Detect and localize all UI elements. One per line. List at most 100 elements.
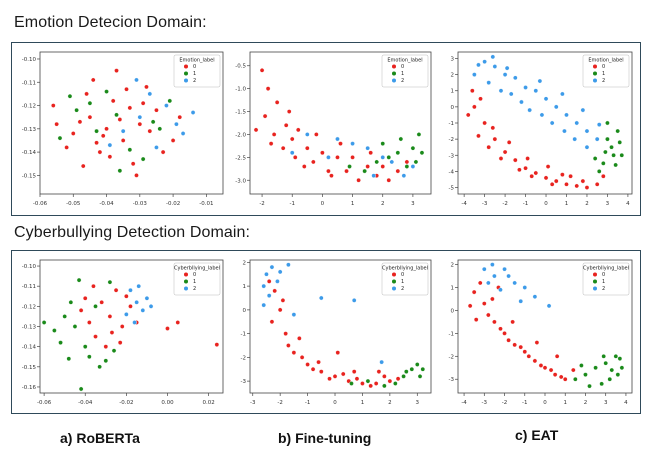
data-point-class-1 xyxy=(409,366,415,372)
legend-marker-1 xyxy=(593,71,597,76)
data-point-class-1 xyxy=(82,344,88,349)
data-point-class-1 xyxy=(117,168,123,174)
data-point-class-0 xyxy=(274,100,280,105)
data-point-class-0 xyxy=(297,336,302,341)
data-point-class-0 xyxy=(482,120,487,126)
data-point-class-0 xyxy=(147,128,153,134)
data-point-class-2 xyxy=(137,114,143,120)
series-label-0 xyxy=(51,68,183,178)
data-point-class-0 xyxy=(465,112,471,118)
chart-emotion-finetuning: -2 -1 0 1 2 3-3.0-2.5-2.0-1.5-1.0-0.5Emotion_… xyxy=(235,51,432,207)
legend-marker-1 xyxy=(392,279,396,284)
y-tick-label: -0.13 xyxy=(22,325,37,331)
data-point-class-0 xyxy=(134,173,139,178)
data-point-class-2 xyxy=(572,136,577,142)
data-point-class-1 xyxy=(68,300,74,305)
data-point-class-1 xyxy=(362,168,367,174)
data-point-class-0 xyxy=(80,163,86,169)
series-label-2 xyxy=(261,262,384,365)
data-point-class-2 xyxy=(136,283,141,289)
data-point-class-1 xyxy=(58,340,63,345)
x-tick-label: -2 xyxy=(259,201,264,207)
data-point-class-0 xyxy=(110,98,116,104)
data-point-class-0 xyxy=(104,126,109,132)
data-point-class-2 xyxy=(124,312,129,317)
data-point-class-2 xyxy=(389,159,395,165)
data-point-class-0 xyxy=(269,319,275,325)
data-point-class-2 xyxy=(371,173,376,178)
data-point-class-1 xyxy=(87,354,92,360)
data-point-class-1 xyxy=(76,277,82,283)
data-point-class-2 xyxy=(379,359,384,365)
data-point-class-0 xyxy=(360,381,365,386)
x-tick-label: -0.03 xyxy=(133,201,148,207)
series-label-2 xyxy=(124,283,154,325)
data-point-class-0 xyxy=(124,86,129,92)
data-point-class-1 xyxy=(374,159,379,165)
y-tick-label: -0.11 xyxy=(22,80,36,86)
y-tick-label: 2 xyxy=(451,73,455,79)
data-point-class-2 xyxy=(504,65,510,71)
legend-title: Emotion_label xyxy=(387,58,422,64)
data-point-class-1 xyxy=(607,376,613,382)
data-point-class-2 xyxy=(546,303,552,309)
data-point-class-2 xyxy=(486,80,492,85)
data-point-class-0 xyxy=(100,133,106,139)
data-point-class-0 xyxy=(310,366,316,372)
data-point-class-0 xyxy=(340,371,346,377)
data-point-class-2 xyxy=(319,295,324,301)
data-point-class-0 xyxy=(538,363,544,368)
data-point-class-0 xyxy=(350,155,355,160)
emotion-section-title: Emotion Detecion Domain: xyxy=(14,14,207,31)
data-point-class-0 xyxy=(548,367,554,373)
legend-label-0: 0 xyxy=(602,272,605,278)
data-point-class-2 xyxy=(148,304,154,309)
data-point-class-1 xyxy=(67,93,73,99)
data-point-class-2 xyxy=(560,91,565,97)
data-point-class-2 xyxy=(502,72,508,77)
data-point-class-1 xyxy=(62,314,67,319)
data-point-class-2 xyxy=(549,120,555,126)
x-tick-label: -2 xyxy=(277,400,282,406)
y-tick-label: 0 xyxy=(243,308,247,314)
data-point-class-2 xyxy=(134,300,139,305)
data-point-class-2 xyxy=(532,294,538,299)
data-point-class-0 xyxy=(335,350,341,355)
legend-marker-2 xyxy=(184,78,188,83)
data-point-class-0 xyxy=(526,354,532,359)
y-tick-label: -0.16 xyxy=(22,385,37,391)
data-point-class-0 xyxy=(354,376,360,382)
legend-marker-0 xyxy=(593,64,597,69)
y-tick-label: -0.10 xyxy=(22,57,37,63)
cyberbullying-section-title: Cyberbullying Detection Domain: xyxy=(14,224,251,241)
data-point-class-0 xyxy=(580,178,586,184)
data-point-class-0 xyxy=(87,114,93,120)
data-point-class-0 xyxy=(311,159,316,165)
series-label-2 xyxy=(107,77,196,150)
data-point-class-0 xyxy=(177,114,183,120)
data-point-class-2 xyxy=(502,266,507,272)
data-point-class-0 xyxy=(305,145,310,151)
data-point-class-1 xyxy=(613,354,619,359)
data-point-class-0 xyxy=(492,136,498,142)
legend-marker-2 xyxy=(593,286,597,291)
data-point-class-0 xyxy=(498,326,503,332)
data-point-class-0 xyxy=(386,177,392,183)
data-point-class-0 xyxy=(571,367,576,373)
data-point-class-0 xyxy=(368,150,373,156)
legend-label-0: 0 xyxy=(193,272,196,278)
x-tick-label: -0.02 xyxy=(166,201,180,207)
data-point-class-1 xyxy=(413,159,419,165)
data-point-class-0 xyxy=(262,113,268,119)
data-point-class-0 xyxy=(268,141,274,146)
series-label-1 xyxy=(573,354,625,389)
legend-label-1: 1 xyxy=(401,279,404,285)
data-point-class-2 xyxy=(286,262,291,268)
legend-label-2: 2 xyxy=(193,78,196,84)
data-point-class-1 xyxy=(157,126,163,132)
y-tick-label: -1 xyxy=(241,332,246,338)
data-point-class-0 xyxy=(472,104,477,110)
legend-marker-2 xyxy=(392,286,396,291)
data-point-class-1 xyxy=(615,372,621,377)
